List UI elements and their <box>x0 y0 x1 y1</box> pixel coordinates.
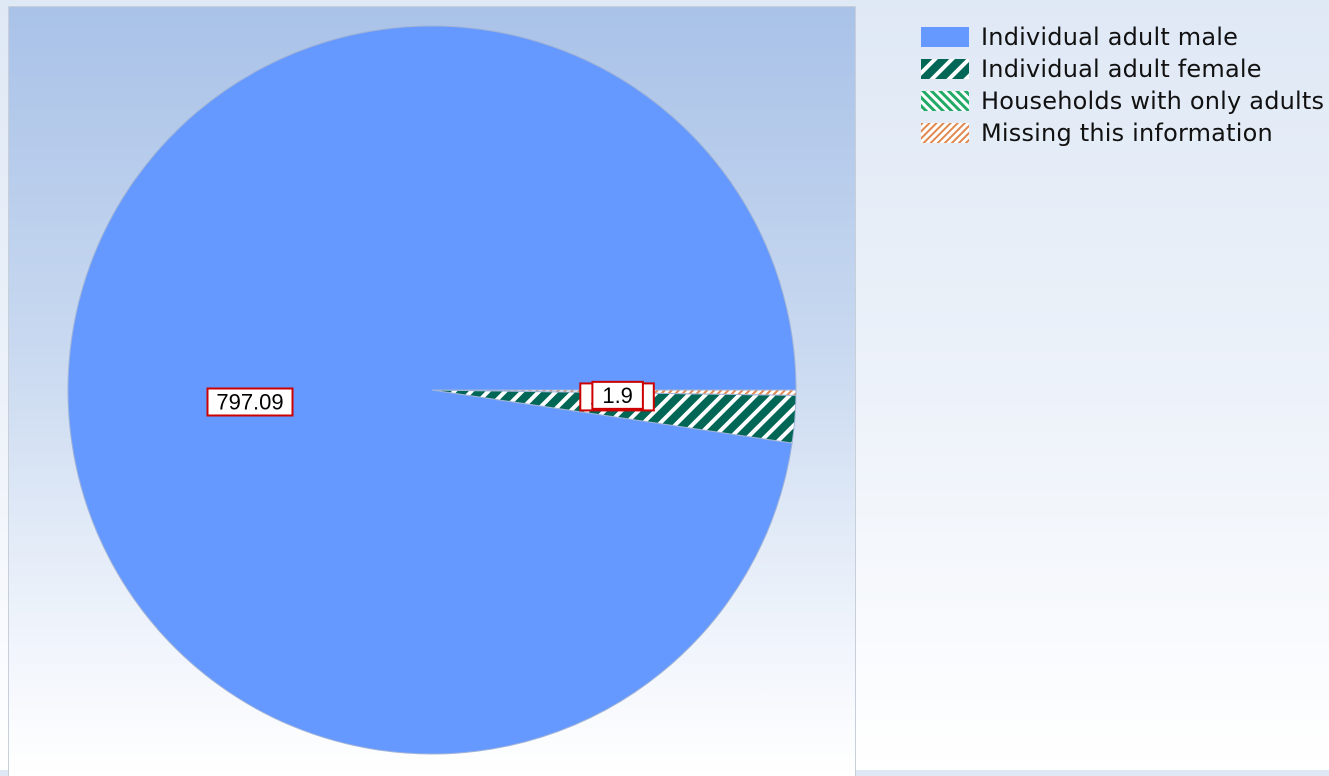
pie-chart: 797.0917.091.9 <box>67 25 797 755</box>
legend-swatch-individual-adult-male <box>921 27 969 47</box>
legend-swatch-individual-adult-female <box>921 59 969 79</box>
data-label-individual-adult-male: 797.09 <box>206 387 294 417</box>
legend-label: Missing this information <box>981 119 1273 147</box>
legend-item-individual-adult-female: Individual adult female <box>921 53 1324 85</box>
legend-item-missing-this-information: Missing this information <box>921 117 1324 149</box>
legend-item-households-with-only-adults: Households with only adults <box>921 85 1324 117</box>
legend-label: Households with only adults <box>981 87 1325 115</box>
legend-label: Individual adult male <box>981 23 1239 51</box>
legend-swatch-missing-this-information <box>921 123 969 143</box>
legend-label: Individual adult female <box>981 55 1262 83</box>
legend-swatch-households-with-only-adults <box>921 91 969 111</box>
svg-text:797.09: 797.09 <box>216 390 283 415</box>
legend: Individual adult male Individual adult fe… <box>921 21 1324 149</box>
data-label-missing-this-information: 1.9 <box>591 380 644 410</box>
legend-item-individual-adult-male: Individual adult male <box>921 21 1324 53</box>
svg-text:1.9: 1.9 <box>602 383 633 408</box>
